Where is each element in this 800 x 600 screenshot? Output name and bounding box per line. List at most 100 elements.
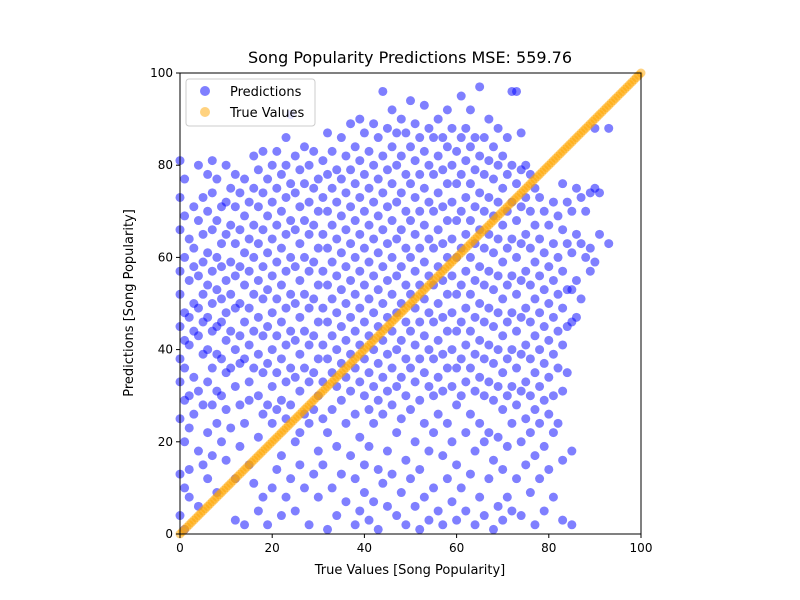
prediction-point bbox=[235, 262, 245, 272]
prediction-point bbox=[521, 303, 531, 313]
prediction-point bbox=[373, 395, 383, 405]
prediction-point bbox=[350, 142, 360, 152]
prediction-point bbox=[475, 372, 485, 382]
prediction-point bbox=[313, 354, 323, 364]
prediction-point bbox=[359, 169, 369, 179]
prediction-point bbox=[415, 317, 425, 327]
prediction-point bbox=[258, 262, 268, 272]
prediction-point bbox=[369, 234, 379, 244]
prediction-point bbox=[419, 146, 429, 156]
prediction-point bbox=[424, 197, 434, 207]
prediction-point bbox=[267, 271, 277, 281]
prediction-point bbox=[456, 206, 466, 216]
prediction-point bbox=[576, 239, 586, 249]
y-tick-label: 0 bbox=[165, 527, 173, 541]
prediction-point bbox=[567, 446, 577, 456]
prediction-point bbox=[447, 160, 457, 170]
prediction-point bbox=[240, 354, 250, 364]
prediction-point bbox=[235, 441, 245, 451]
prediction-point bbox=[433, 335, 443, 345]
prediction-point bbox=[419, 220, 429, 230]
prediction-point bbox=[410, 156, 420, 166]
prediction-point bbox=[525, 488, 535, 498]
prediction-point bbox=[392, 271, 402, 281]
prediction-point bbox=[309, 469, 319, 479]
prediction-point bbox=[475, 82, 485, 92]
prediction-point bbox=[180, 483, 190, 493]
prediction-point bbox=[355, 266, 365, 276]
prediction-point bbox=[438, 165, 448, 175]
prediction-point bbox=[346, 239, 356, 249]
prediction-point bbox=[309, 368, 319, 378]
prediction-point bbox=[258, 368, 268, 378]
prediction-point bbox=[548, 312, 558, 322]
prediction-point bbox=[267, 381, 277, 391]
prediction-point bbox=[392, 234, 402, 244]
prediction-point bbox=[447, 437, 457, 447]
prediction-point bbox=[502, 391, 512, 401]
prediction-point bbox=[203, 206, 213, 216]
prediction-point bbox=[447, 381, 457, 391]
prediction-point bbox=[235, 225, 245, 235]
prediction-point bbox=[548, 197, 558, 207]
y-tick-label: 40 bbox=[158, 343, 173, 357]
prediction-point bbox=[184, 464, 194, 474]
prediction-point bbox=[253, 432, 263, 442]
prediction-point bbox=[530, 257, 540, 267]
prediction-point bbox=[424, 234, 434, 244]
prediction-point bbox=[512, 86, 522, 96]
prediction-point bbox=[387, 179, 397, 189]
prediction-point bbox=[438, 133, 448, 143]
prediction-point bbox=[184, 312, 194, 322]
prediction-point bbox=[410, 266, 420, 276]
prediction-point bbox=[447, 197, 457, 207]
prediction-point bbox=[355, 229, 365, 239]
prediction-point bbox=[364, 146, 374, 156]
prediction-point bbox=[369, 308, 379, 318]
prediction-point bbox=[465, 289, 475, 299]
prediction-point bbox=[304, 160, 314, 170]
prediction-point bbox=[350, 409, 360, 419]
prediction-point bbox=[313, 317, 323, 327]
prediction-point bbox=[258, 409, 268, 419]
prediction-point bbox=[286, 363, 296, 373]
prediction-point bbox=[590, 257, 600, 267]
prediction-point bbox=[392, 197, 402, 207]
prediction-point bbox=[484, 474, 494, 484]
prediction-point bbox=[507, 308, 517, 318]
prediction-point bbox=[369, 497, 379, 507]
prediction-point bbox=[230, 169, 240, 179]
prediction-point bbox=[401, 243, 411, 253]
prediction-point bbox=[346, 386, 356, 396]
prediction-point bbox=[502, 492, 512, 502]
prediction-point bbox=[230, 345, 240, 355]
prediction-point bbox=[452, 216, 462, 226]
prediction-point bbox=[530, 220, 540, 230]
prediction-point bbox=[263, 520, 273, 530]
prediction-point bbox=[180, 363, 190, 373]
prediction-point bbox=[410, 192, 420, 202]
prediction-point bbox=[299, 326, 309, 336]
prediction-point bbox=[369, 160, 379, 170]
prediction-point bbox=[180, 437, 190, 447]
prediction-point bbox=[433, 372, 443, 382]
prediction-point bbox=[465, 142, 475, 152]
prediction-point bbox=[396, 372, 406, 382]
prediction-point bbox=[470, 275, 480, 285]
prediction-point bbox=[272, 294, 282, 304]
prediction-point bbox=[530, 405, 540, 415]
prediction-point bbox=[369, 271, 379, 281]
prediction-point bbox=[401, 206, 411, 216]
prediction-point bbox=[585, 266, 595, 276]
prediction-point bbox=[336, 174, 346, 184]
prediction-point bbox=[442, 474, 452, 484]
prediction-point bbox=[558, 386, 568, 396]
prediction-point bbox=[433, 299, 443, 308]
prediction-point bbox=[461, 303, 471, 313]
prediction-point bbox=[465, 326, 475, 336]
predictions-series bbox=[175, 82, 614, 534]
prediction-point bbox=[525, 243, 535, 253]
prediction-point bbox=[272, 220, 282, 230]
prediction-point bbox=[258, 146, 268, 156]
prediction-point bbox=[180, 174, 190, 184]
